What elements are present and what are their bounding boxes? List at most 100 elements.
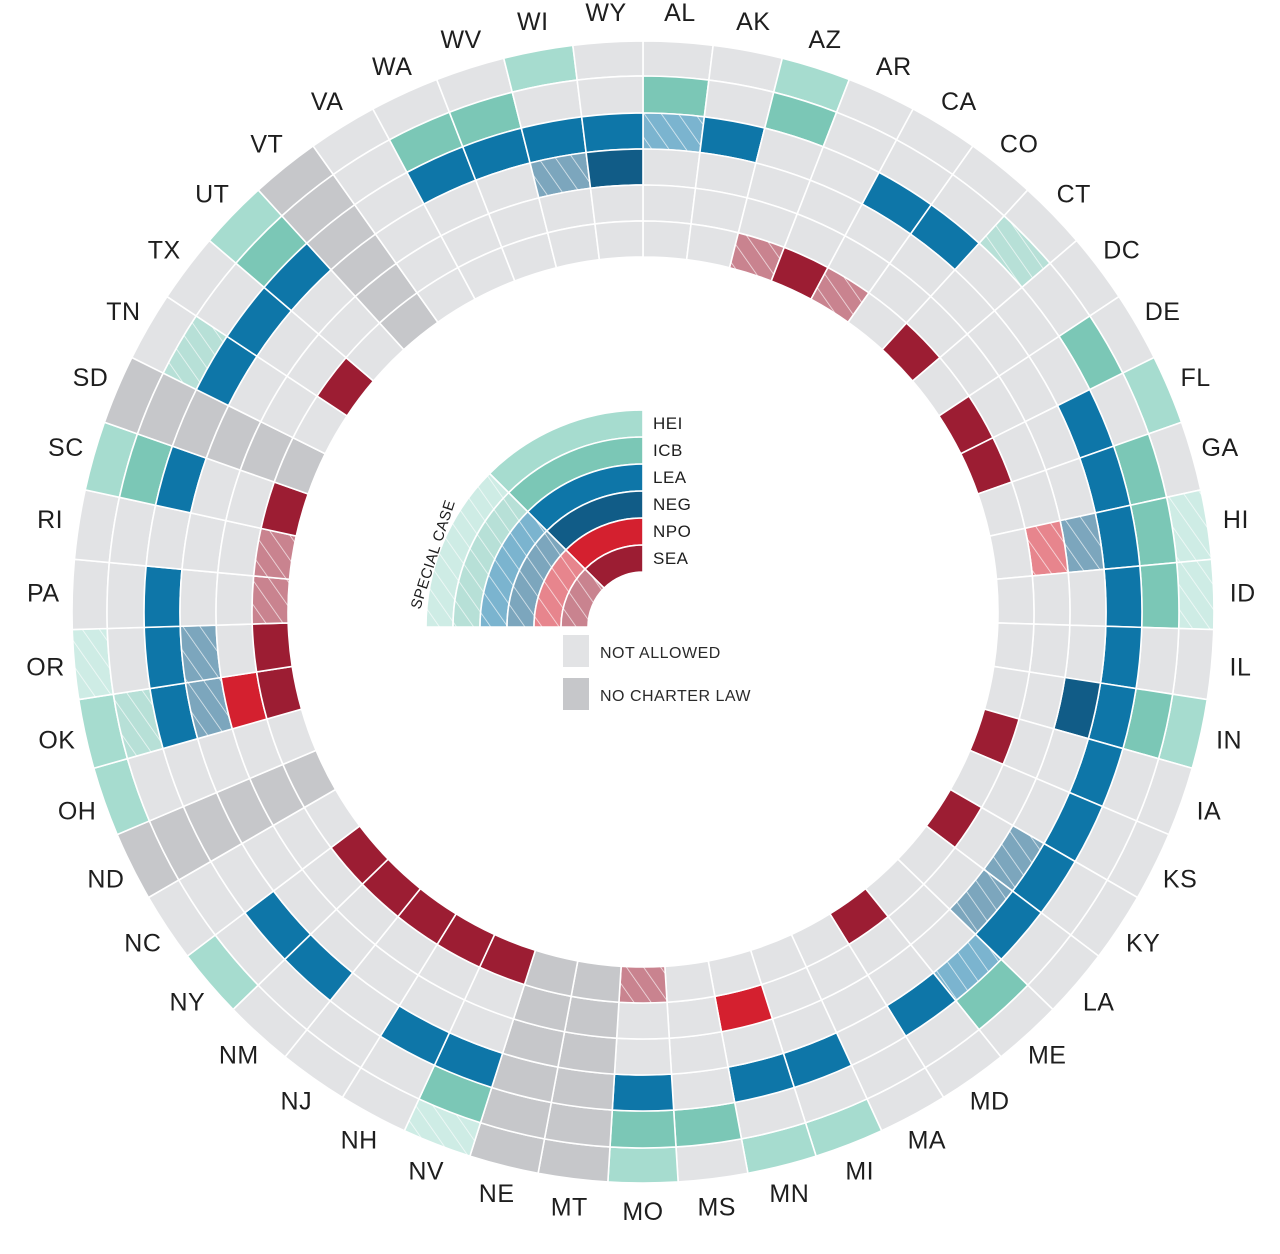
cell-il-npo bbox=[1028, 623, 1071, 679]
cell-il-neg bbox=[1064, 624, 1107, 684]
special-case-hatch bbox=[252, 575, 290, 625]
special-case-hatch bbox=[72, 628, 114, 700]
cell-wi-sea bbox=[546, 223, 601, 269]
state-label-il: IL bbox=[1230, 653, 1252, 681]
special-case-hatch bbox=[1166, 489, 1212, 563]
state-label-va: VA bbox=[311, 88, 344, 116]
key-label-sea: SEA bbox=[653, 549, 689, 568]
key-special-hatch bbox=[507, 530, 566, 627]
key-label-lea: LEA bbox=[653, 468, 687, 487]
state-label-md: MD bbox=[970, 1088, 1010, 1116]
state-label-fl: FL bbox=[1180, 364, 1210, 392]
cell-pa-lea bbox=[143, 565, 183, 629]
state-label-ct: CT bbox=[1057, 180, 1091, 208]
special-case-hatch bbox=[1024, 520, 1069, 576]
special-case-hatch bbox=[1060, 512, 1105, 573]
cell-pa-neg bbox=[179, 568, 219, 628]
state-label-mt: MT bbox=[551, 1193, 588, 1221]
special-case-hatch bbox=[185, 677, 233, 739]
cell-wy-icb bbox=[576, 75, 644, 118]
cell-il-sea bbox=[992, 622, 1035, 673]
cell-mo-lea bbox=[611, 1073, 675, 1112]
state-label-ky: KY bbox=[1126, 929, 1160, 957]
cell-pa-npo bbox=[215, 571, 255, 626]
state-label-mi: MI bbox=[845, 1157, 874, 1185]
special-case-hatch bbox=[530, 152, 591, 198]
cell-al-hei bbox=[642, 40, 715, 81]
cell-al-npo bbox=[642, 184, 697, 225]
cell-id-npo bbox=[1031, 571, 1071, 626]
cell-or-npo bbox=[215, 623, 258, 679]
not-allowed-swatch bbox=[563, 635, 589, 667]
cell-pa-hei bbox=[71, 558, 111, 631]
cell-il-lea bbox=[1099, 625, 1143, 690]
state-label-ia: IA bbox=[1197, 797, 1222, 825]
cell-or-sea bbox=[251, 622, 294, 673]
key-label-neg: NEG bbox=[653, 495, 691, 514]
key-special-hatch bbox=[426, 473, 509, 627]
cell-mo-neg bbox=[613, 1037, 673, 1076]
state-label-oh: OH bbox=[58, 797, 97, 825]
state-label-nm: NM bbox=[219, 1041, 259, 1069]
cell-id-neg bbox=[1067, 568, 1107, 628]
special-case-hatch bbox=[180, 625, 222, 684]
state-label-ri: RI bbox=[37, 506, 63, 534]
state-label-ut: UT bbox=[195, 180, 229, 208]
cell-id-sea bbox=[995, 575, 1035, 625]
state-label-tx: TX bbox=[148, 236, 181, 264]
cell-wy-lea bbox=[580, 112, 644, 154]
no-charter-law-swatch bbox=[563, 678, 589, 710]
state-label-ms: MS bbox=[697, 1193, 736, 1221]
special-case-hatch bbox=[618, 966, 668, 1003]
cell-wy-neg bbox=[585, 148, 644, 190]
cell-al-icb bbox=[642, 75, 710, 118]
key-label-npo: NPO bbox=[653, 522, 691, 541]
cell-mt-npo bbox=[563, 995, 620, 1040]
state-labels-group: AL AK AZ AR CA CO CT DC DE FL GA HI ID IL IN IA KS KY LA ME… bbox=[26, 0, 1255, 1226]
cell-mo-hei bbox=[607, 1146, 679, 1184]
cell-al-sea bbox=[642, 220, 692, 261]
state-label-wa: WA bbox=[372, 53, 412, 81]
cell-wy-sea bbox=[594, 220, 644, 261]
state-label-tn: TN bbox=[106, 298, 140, 326]
state-label-id: ID bbox=[1230, 580, 1256, 608]
cell-mt-sea bbox=[570, 960, 622, 1004]
state-label-wi: WI bbox=[517, 8, 549, 36]
special-case-hatch bbox=[979, 215, 1051, 288]
state-label-ok: OK bbox=[38, 726, 75, 754]
key-special-hatch bbox=[561, 569, 605, 627]
cell-pa-icb bbox=[106, 561, 147, 630]
cell-ms-npo bbox=[666, 995, 723, 1040]
special-case-hatch bbox=[113, 688, 164, 759]
state-label-ar: AR bbox=[876, 53, 912, 81]
state-label-nc: NC bbox=[124, 929, 161, 957]
special-case-hatch bbox=[253, 528, 297, 580]
cell-wy-hei bbox=[571, 40, 644, 81]
state-label-vt: VT bbox=[250, 131, 283, 159]
state-label-co: CO bbox=[1000, 131, 1039, 159]
cell-or-lea bbox=[143, 625, 187, 690]
cell-hi-sea bbox=[988, 527, 1034, 581]
state-label-ks: KS bbox=[1163, 865, 1197, 893]
state-label-in: IN bbox=[1216, 726, 1242, 754]
cell-id-icb bbox=[1138, 561, 1180, 630]
state-label-hi: HI bbox=[1223, 506, 1249, 534]
cell-il-icb bbox=[1135, 626, 1180, 696]
state-label-sc: SC bbox=[48, 434, 84, 462]
cell-ms-sea bbox=[664, 960, 716, 1004]
state-label-nd: ND bbox=[87, 865, 124, 893]
state-label-mo: MO bbox=[622, 1198, 663, 1226]
special-case-hatch bbox=[1176, 559, 1214, 630]
key-label-icb: ICB bbox=[653, 441, 683, 460]
special-case-hatch bbox=[933, 934, 1002, 1001]
state-label-ny: NY bbox=[169, 988, 205, 1016]
state-label-sd: SD bbox=[73, 364, 109, 392]
state-label-mn: MN bbox=[769, 1180, 809, 1208]
state-label-wy: WY bbox=[585, 0, 626, 27]
cell-id-lea bbox=[1103, 565, 1143, 629]
key-special-hatch bbox=[534, 549, 586, 627]
special-case-hatch bbox=[983, 825, 1044, 892]
cell-mo-icb bbox=[609, 1109, 677, 1149]
cell-wy-npo bbox=[589, 184, 644, 225]
